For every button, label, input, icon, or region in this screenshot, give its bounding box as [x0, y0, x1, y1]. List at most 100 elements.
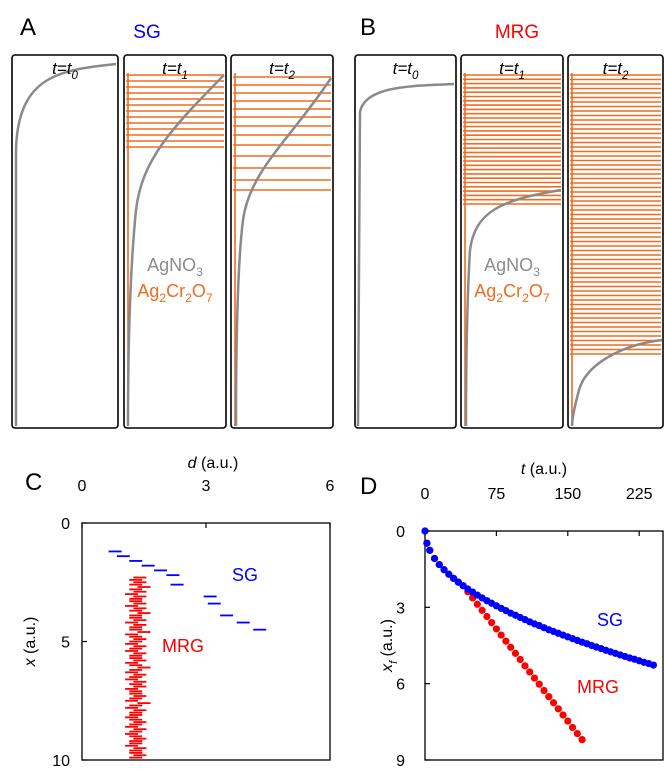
dot-marker [502, 637, 510, 645]
species-label: Ag2Cr2O7 [474, 281, 550, 305]
text-part: t=t [603, 59, 624, 78]
dot-marker [559, 711, 567, 719]
text-part: d [188, 455, 198, 472]
tube [230, 54, 334, 429]
text-part: O [529, 281, 543, 301]
dot-marker [573, 729, 581, 738]
dot-marker [423, 539, 431, 547]
text-part: t=t [269, 59, 290, 78]
tube [354, 54, 457, 429]
y-tick-label: 9 [396, 753, 405, 769]
dot-marker [483, 612, 491, 621]
y-tick-label: 10 [52, 753, 70, 769]
series-label: MRG [577, 677, 619, 697]
species-label: AgNO3 [484, 255, 540, 279]
text-part: AgNO [484, 255, 533, 275]
dot-marker [526, 668, 534, 676]
tube [123, 54, 227, 429]
dot-marker [488, 619, 496, 627]
dot-marker [568, 723, 577, 732]
subscript: f [388, 660, 400, 664]
panel-label: B [360, 14, 376, 41]
concentration-curve [234, 77, 333, 427]
dot-marker [492, 625, 500, 633]
dot-marker [649, 661, 658, 669]
panel-title: MRG [495, 22, 539, 43]
subscript: 3 [196, 265, 203, 279]
y-tick-label: 6 [396, 677, 405, 694]
series-label: SG [232, 565, 258, 585]
dot-marker [578, 736, 586, 744]
x-axis-title: d (a.u.) [188, 455, 239, 472]
x-axis-title: t (a.u.) [521, 461, 567, 478]
x-tick-label: 0 [421, 486, 430, 503]
x-tick-label: 75 [488, 486, 506, 503]
concentration-curve [356, 82, 455, 427]
tube-label: t=t0 [52, 59, 78, 82]
tube-label: t=t1 [499, 59, 525, 82]
x-tick-label: 150 [554, 486, 581, 503]
dot-marker [430, 554, 439, 563]
dot-marker [540, 686, 548, 695]
y-tick-label: 0 [396, 524, 405, 541]
tube-label: t=t2 [603, 59, 629, 82]
dot-marker [426, 546, 434, 554]
subscript: 2 [287, 70, 295, 82]
concentration-curve [126, 74, 225, 427]
x-tick-label: 6 [326, 478, 335, 495]
dot-marker [507, 643, 515, 651]
dot-marker [516, 655, 524, 664]
subscript: 1 [518, 70, 524, 82]
subscript: 2 [185, 291, 192, 305]
text-part: (a.u.) [22, 617, 39, 659]
tube-label: t=t1 [162, 59, 188, 82]
subscript: 0 [412, 70, 419, 82]
concentration-curve [14, 62, 117, 426]
panel-label: C [25, 469, 42, 496]
panel-label: D [360, 473, 377, 500]
text-part: t=t [52, 59, 73, 78]
tube-label: t=t0 [393, 59, 419, 82]
text-part: t=t [499, 59, 520, 78]
text-part: Ag [474, 281, 496, 301]
text-part: t=t [393, 59, 414, 78]
text-part: x [379, 663, 396, 673]
dot-marker [535, 680, 543, 688]
subscript: 3 [533, 265, 540, 279]
dot-marker [545, 693, 553, 701]
text-part: Ag [137, 281, 159, 301]
y-tick-label: 5 [61, 635, 70, 652]
dot-marker [521, 662, 529, 670]
subscript: 2 [496, 291, 503, 305]
concentration-curve [464, 188, 562, 427]
dot-marker [440, 566, 448, 574]
dot-marker [564, 717, 572, 725]
tube [11, 54, 119, 429]
dot-marker [554, 705, 562, 713]
subscript: 2 [159, 291, 166, 305]
subscript: 7 [543, 291, 550, 305]
tube-label: t=t2 [269, 59, 295, 82]
subscript: 0 [71, 70, 78, 82]
dot-marker [497, 631, 505, 639]
text-part: (a.u.) [197, 455, 239, 472]
tube [567, 54, 664, 429]
y-tick-label: 0 [61, 516, 70, 533]
species-label: Ag2Cr2O7 [137, 281, 213, 305]
dot-marker [530, 674, 539, 682]
dot-marker [549, 699, 558, 707]
plot-frame [81, 522, 331, 761]
text-part: Cr [166, 281, 185, 301]
series-label: MRG [162, 636, 204, 656]
y-axis-title: x (a.u.) [22, 617, 39, 668]
x-tick-label: 3 [202, 478, 211, 495]
panel-title: SG [133, 22, 160, 43]
series-label: SG [597, 610, 623, 630]
text-part: (a.u.) [525, 461, 567, 478]
text-part: (a.u.) [379, 619, 396, 661]
concentration-curve [570, 338, 663, 427]
dot-marker [421, 527, 429, 535]
plot-frame [424, 530, 664, 761]
